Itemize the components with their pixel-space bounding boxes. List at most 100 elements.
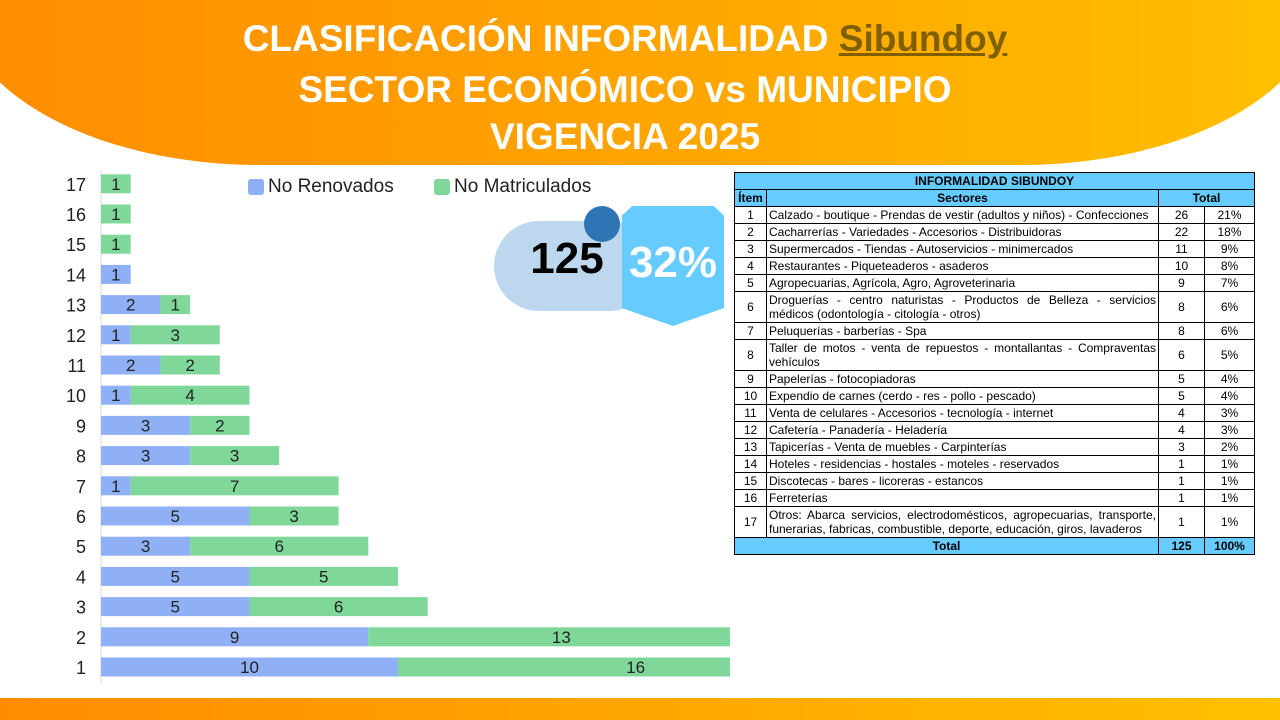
bar-no-renovados bbox=[101, 566, 250, 586]
y-tick-label: 3 bbox=[76, 598, 86, 618]
table-cell-sector: Expendio de carnes (cerdo - res - pollo … bbox=[766, 387, 1159, 405]
data-label: 1 bbox=[111, 235, 120, 254]
table-cell-pct: 1% bbox=[1203, 455, 1256, 473]
table-cell-sector: Supermercados - Tiendas - Autoservicios … bbox=[766, 240, 1159, 258]
table-row: 11 Venta de celulares - Accesorios - tecn… bbox=[734, 404, 1256, 422]
table-cell-total: 8 bbox=[1158, 291, 1205, 323]
bar-no-renovados bbox=[101, 295, 161, 315]
bar-no-renovados bbox=[101, 476, 131, 496]
data-label: 1 bbox=[111, 477, 120, 496]
table-header-item: Ítem bbox=[734, 189, 767, 207]
bar-no-matriculados bbox=[190, 536, 369, 556]
table-cell-item: 2 bbox=[734, 223, 767, 241]
table-cell-pct: 9% bbox=[1203, 240, 1256, 258]
bar-no-matriculados bbox=[130, 476, 339, 496]
table-cell-pct: 18% bbox=[1203, 223, 1256, 241]
y-tick-label: 4 bbox=[76, 567, 86, 587]
bar-no-matriculados bbox=[249, 566, 398, 586]
table-cell-item: 14 bbox=[734, 455, 767, 473]
table-cell-item: 16 bbox=[734, 489, 767, 507]
table-row: 10 Expendio de carnes (cerdo - res - poll… bbox=[734, 387, 1256, 405]
table-row: 2 Cacharrerías - Variedades - Accesorios … bbox=[734, 223, 1256, 241]
title-line-3: VIGENCIA 2025 bbox=[489, 116, 761, 157]
table-cell-total: 9 bbox=[1158, 274, 1205, 292]
title-prefix: CLASIFICACIÓN INFORMALIDAD bbox=[242, 18, 829, 59]
legend-swatch-no-renovados bbox=[248, 179, 264, 195]
header-banner bbox=[0, 0, 1280, 165]
data-label: 2 bbox=[185, 356, 194, 375]
table-cell-item: 3 bbox=[734, 240, 767, 258]
y-tick-label: 2 bbox=[76, 628, 86, 648]
y-tick-label: 11 bbox=[67, 356, 86, 376]
table-cell-item: 15 bbox=[734, 472, 767, 490]
title-line-2: SECTOR ECONÓMICO vs MUNICIPIO bbox=[298, 69, 952, 110]
table-cell-sector: Otros: Abarca servicios, electrodoméstic… bbox=[766, 506, 1159, 538]
table-cell-item: 1 bbox=[734, 206, 767, 224]
table-cell-total: 26 bbox=[1158, 206, 1205, 224]
table-cell-sector: Taller de motos - venta de repuestos - m… bbox=[766, 339, 1159, 371]
bar-no-matriculados bbox=[190, 446, 280, 466]
table-cell-total: 5 bbox=[1158, 370, 1205, 388]
y-tick-label: 15 bbox=[66, 235, 86, 255]
legend-swatch-no-matriculados bbox=[434, 179, 450, 195]
data-label: 6 bbox=[334, 598, 343, 617]
table-cell-item: 10 bbox=[734, 387, 767, 405]
table-cell-sector: Hoteles - residencias - hostales - motel… bbox=[766, 455, 1159, 473]
table-cell-item: 7 bbox=[734, 322, 767, 340]
data-label: 6 bbox=[274, 537, 283, 556]
table-row: 3 Supermercados - Tiendas - Autoservicios… bbox=[734, 240, 1256, 258]
table-cell-item: 8 bbox=[734, 339, 767, 371]
table-row: 8 Taller de motos - venta de repuestos - … bbox=[734, 339, 1256, 371]
bar-no-renovados bbox=[101, 597, 250, 617]
bar-no-matriculados bbox=[130, 325, 220, 345]
table-cell-total: 8 bbox=[1158, 322, 1205, 340]
table-cell-pct: 4% bbox=[1203, 370, 1256, 388]
table-cell-pct: 21% bbox=[1203, 206, 1256, 224]
y-tick-label: 13 bbox=[66, 296, 86, 316]
table-cell-sector: Cacharrerías - Variedades - Accesorios -… bbox=[766, 223, 1159, 241]
table-cell-item: 17 bbox=[734, 506, 767, 538]
table-row: 6 Droguerías - centro naturistas - Produc… bbox=[734, 291, 1256, 323]
table-cell-total: 1 bbox=[1158, 489, 1205, 507]
table-cell-item: 5 bbox=[734, 274, 767, 292]
bar-no-matriculados bbox=[101, 234, 131, 254]
bar-no-matriculados bbox=[249, 506, 339, 526]
bar-no-matriculados bbox=[130, 385, 250, 405]
data-label: 4 bbox=[185, 386, 194, 405]
bar-no-renovados bbox=[101, 355, 161, 375]
data-label: 5 bbox=[171, 567, 180, 586]
footer-bar bbox=[0, 698, 1280, 720]
table-cell-pct: 6% bbox=[1203, 291, 1256, 323]
data-label: 3 bbox=[230, 447, 239, 466]
table-row: 16 Ferreterías 1 1% bbox=[734, 489, 1256, 507]
data-label: 1 bbox=[111, 205, 120, 224]
stacked-bar-chart: 1 10 162 9 133 5 64 5 55 3 66 5 37 1 78 3 39 3 210 1 411 2 212… bbox=[66, 170, 730, 683]
bar-no-renovados bbox=[101, 446, 191, 466]
table-cell-total: 11 bbox=[1158, 240, 1205, 258]
bar-no-matriculados bbox=[101, 174, 131, 194]
legend-no-renovados: No Renovados bbox=[248, 176, 394, 198]
title-municipality: Sibundoy bbox=[838, 18, 1008, 59]
y-tick-label: 5 bbox=[76, 537, 86, 557]
bar-no-renovados bbox=[101, 415, 191, 435]
data-label: 3 bbox=[171, 326, 180, 345]
table-cell-sector: Agropecuarias, Agrícola, Agro, Agroveter… bbox=[766, 274, 1159, 292]
data-label: 3 bbox=[141, 537, 150, 556]
table-cell-total: 1 bbox=[1158, 472, 1205, 490]
table-row: 13 Tapicerías - Venta de muebles - Carpin… bbox=[734, 438, 1256, 456]
table-cell-pct: 1% bbox=[1203, 472, 1256, 490]
table-cell-pct: 1% bbox=[1203, 506, 1256, 538]
table-cell-sector: Restaurantes - Piqueteaderos - asaderos bbox=[766, 257, 1159, 275]
bar-no-renovados bbox=[101, 657, 398, 677]
data-label: 2 bbox=[126, 356, 135, 375]
table-row: 12 Cafetería - Panadería - Heladería 4 3% bbox=[734, 421, 1256, 439]
y-tick-label: 10 bbox=[66, 386, 86, 406]
table-cell-pct: 3% bbox=[1203, 404, 1256, 422]
table-cell-item: 11 bbox=[734, 404, 767, 422]
table-cell-total: 4 bbox=[1158, 421, 1205, 439]
data-label: 1 bbox=[111, 175, 120, 194]
data-label: 3 bbox=[141, 416, 150, 435]
table-footer-pct: 100% bbox=[1203, 537, 1256, 555]
bar-no-matriculados bbox=[101, 204, 131, 224]
y-tick-label: 16 bbox=[66, 205, 86, 225]
